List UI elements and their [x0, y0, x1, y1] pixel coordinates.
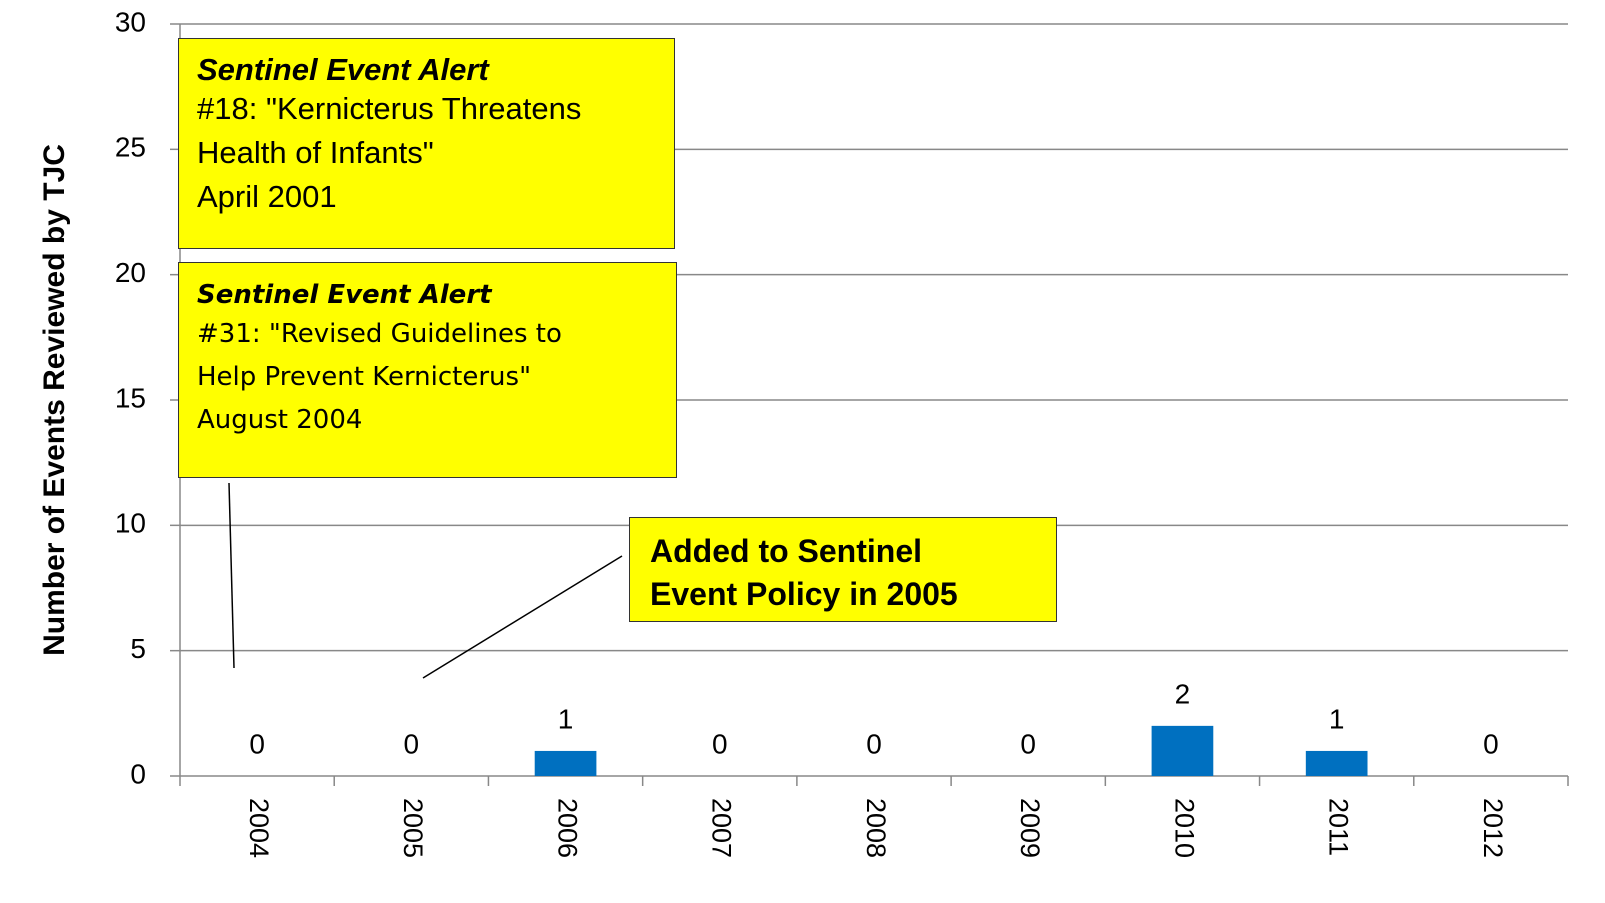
leader-line — [228, 482, 235, 669]
annotation-line: Health of Infants" — [197, 135, 434, 170]
leader-line — [422, 555, 623, 679]
x-tick-label: 2004 — [244, 798, 274, 858]
data-label: 0 — [1483, 728, 1499, 759]
y-tick-label: 20 — [115, 257, 146, 288]
annotation-line: #18: "Kernicterus Threatens — [197, 91, 582, 126]
y-tick-label: 15 — [115, 382, 146, 413]
data-label: 1 — [1329, 703, 1345, 734]
bar — [1151, 725, 1214, 776]
annotation: Sentinel Event Alert #18: "Kernicterus Th… — [178, 38, 675, 249]
annotation-line: Sentinel Event Alert — [197, 52, 489, 87]
data-label: 0 — [249, 728, 265, 759]
x-tick-label: 2011 — [1324, 798, 1354, 856]
data-label: 0 — [712, 728, 728, 759]
annotation-line: Added to Sentinel — [650, 533, 922, 569]
x-tick-label: 2007 — [707, 798, 737, 858]
data-label: 0 — [866, 728, 882, 759]
annotation-line: August 2004 — [197, 405, 363, 435]
data-label: 0 — [404, 728, 420, 759]
data-label: 0 — [1020, 728, 1036, 759]
x-tick-label: 2006 — [552, 798, 582, 858]
bar — [1305, 750, 1368, 776]
y-tick-label: 5 — [130, 633, 146, 664]
x-tick-label: 2009 — [1015, 798, 1045, 858]
annotation-line: Help Prevent Kernicterus" — [197, 362, 532, 392]
x-tick-label: 2010 — [1169, 798, 1199, 858]
y-tick-label: 10 — [115, 508, 146, 539]
y-tick-label: 25 — [115, 132, 146, 163]
y-tick-label: 30 — [115, 6, 146, 37]
data-label: 1 — [558, 703, 574, 734]
x-tick-label: 2012 — [1478, 798, 1508, 858]
annotation-line: Event Policy in 2005 — [650, 576, 958, 612]
y-axis-title: Number of Events Reviewed by TJC — [38, 144, 71, 656]
bar — [534, 750, 597, 776]
annotation-line: #31: "Revised Guidelines to — [197, 319, 562, 349]
x-tick-label: 2005 — [398, 798, 428, 858]
annotation: Sentinel Event Alert #31: "Revised Guidel… — [178, 262, 677, 478]
y-tick-label: 0 — [130, 758, 146, 789]
data-label: 2 — [1175, 678, 1191, 709]
annotation-line: Sentinel Event Alert — [197, 280, 492, 310]
x-tick-label: 2008 — [861, 798, 891, 858]
annotation: Added to Sentinel Event Policy in 2005 — [629, 517, 1057, 622]
annotation-line: April 2001 — [197, 179, 337, 214]
